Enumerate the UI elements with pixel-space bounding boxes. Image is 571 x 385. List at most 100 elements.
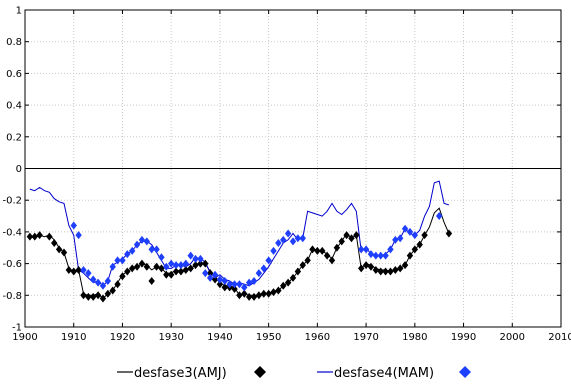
series-2-marker [85, 269, 92, 278]
series-1-marker [26, 232, 34, 241]
series-1-marker [314, 246, 321, 255]
x-tick-label: 1930 [158, 332, 183, 343]
series-2-marker [265, 256, 272, 265]
series-2-marker [372, 251, 380, 260]
x-tick-label: 1960 [305, 332, 330, 343]
legend-marker-desfase4 [459, 366, 471, 378]
series-2-marker [255, 269, 263, 278]
series-2-marker [270, 246, 277, 255]
series-2-marker [197, 254, 204, 263]
series-2-marker [250, 277, 258, 286]
series-1-marker [99, 294, 107, 303]
series-2-marker [75, 231, 82, 240]
series-1-marker [133, 262, 141, 271]
series-2-marker [148, 245, 155, 254]
series-1-marker [85, 292, 92, 301]
series-2-marker [158, 253, 165, 262]
y-tick-label: 0.4 [6, 101, 22, 112]
series-1-marker [231, 284, 238, 293]
series-2-marker [192, 254, 199, 263]
y-tick-label: 0.8 [6, 37, 22, 48]
series-2-marker [280, 235, 287, 244]
legend-marker-desfase3 [254, 366, 266, 378]
series-2-marker [202, 269, 209, 278]
series-1-marker [284, 278, 292, 287]
series-2-marker [119, 256, 126, 265]
series-1-marker [143, 262, 151, 271]
series-1-marker [221, 283, 228, 292]
series-1-marker [182, 265, 189, 274]
series-1-marker [236, 291, 243, 300]
series-2-marker [187, 251, 194, 260]
series-1-marker [416, 240, 423, 249]
y-tick-label: -0.4 [2, 227, 22, 238]
series-1-marker [250, 292, 258, 301]
series-1-marker [119, 272, 126, 281]
x-tick-label: 1980 [402, 332, 427, 343]
series-2-marker [163, 262, 170, 271]
series-1-marker [241, 289, 248, 298]
series-1-marker [177, 267, 185, 276]
series-1-marker [338, 237, 345, 246]
series-1-marker [265, 289, 272, 298]
x-tick-label: 1970 [353, 332, 378, 343]
series-1-marker [323, 251, 331, 260]
series-1-marker [206, 269, 214, 278]
series-1-marker [392, 265, 399, 274]
series-1-marker [55, 245, 63, 254]
series-1-marker [80, 291, 87, 300]
series-2-marker [241, 283, 248, 292]
series-1-marker [294, 267, 302, 276]
series-1-marker [309, 245, 316, 254]
series-1-marker [202, 259, 209, 268]
series-1-marker [367, 262, 375, 271]
series-1-marker [211, 275, 219, 284]
series-1-marker [94, 291, 102, 300]
y-tick-label: -0.6 [2, 259, 22, 270]
series-2-marker [226, 280, 233, 289]
series-1-marker [299, 261, 306, 270]
series-2-marker [245, 278, 253, 287]
series-2-marker [114, 256, 121, 265]
series-1-marker [275, 286, 282, 295]
series-2-marker [221, 277, 228, 286]
y-tick-label: 0.6 [6, 69, 22, 80]
legend: desfase3(AMJ) desfase4(MAM) [117, 366, 471, 381]
series-1-marker [304, 256, 311, 265]
series-1-marker [372, 265, 380, 274]
series-1-marker [348, 234, 355, 243]
series-1-marker [333, 243, 341, 252]
series-1-marker [60, 248, 68, 257]
series-2-marker [435, 212, 443, 221]
x-tick-label: 1900 [12, 332, 37, 343]
series-1-marker [70, 267, 77, 276]
series-1-marker [270, 288, 277, 297]
series-1-marker [192, 261, 199, 270]
series-2-marker [294, 234, 302, 243]
series-1-marker [255, 291, 263, 300]
x-tick-label: 1950 [256, 332, 281, 343]
series-1-marker [216, 280, 224, 289]
series-1-marker [138, 259, 146, 268]
x-tick-label: 1940 [207, 332, 232, 343]
series-2-marker [397, 234, 404, 243]
series-2-marker [177, 261, 185, 270]
series-1-marker [397, 264, 404, 273]
series-2-marker [104, 277, 112, 286]
tick-layer: 1900 1910 1920 1930 1940 1950 1960 1970 1980 1990… [2, 6, 571, 344]
series-1-marker [280, 281, 287, 290]
series-2-marker [299, 234, 306, 243]
series-1-marker [387, 267, 394, 276]
x-tick-label: 1910 [61, 332, 86, 343]
series-1-marker [148, 277, 155, 286]
series-1-marker [31, 232, 38, 241]
series-2-marker [387, 245, 394, 254]
series-1-marker [163, 270, 170, 279]
series-2-marker [206, 273, 214, 282]
series-layer [26, 180, 453, 303]
plot-frame [24, 9, 562, 328]
series-2-marker [236, 280, 243, 289]
series-1-marker [36, 231, 43, 240]
series-1-marker [153, 262, 160, 271]
